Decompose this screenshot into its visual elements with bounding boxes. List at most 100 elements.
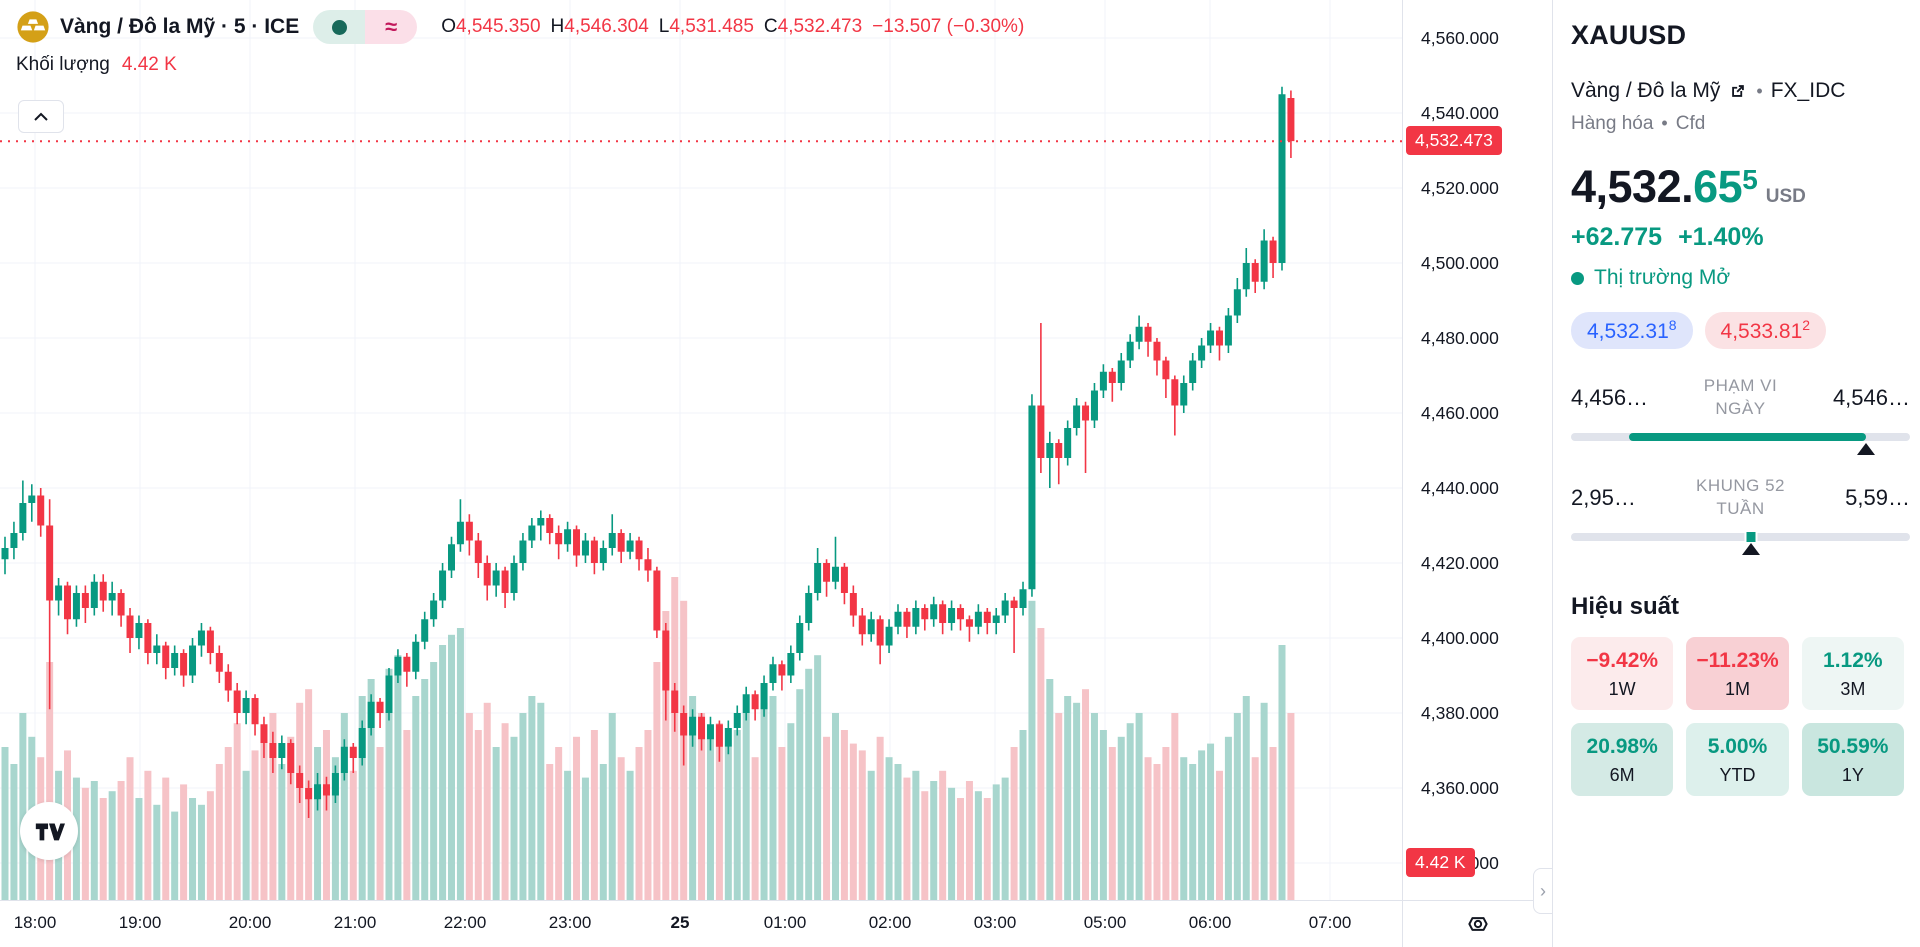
bid-price-pill[interactable]: 4,532.318	[1571, 312, 1693, 349]
volume-bar	[733, 730, 741, 900]
volume-bar	[1082, 689, 1090, 900]
gear-icon[interactable]	[1464, 910, 1492, 938]
volume-bar	[349, 770, 357, 900]
time-axis-label: 18:00	[13, 913, 57, 932]
volume-bar	[1135, 713, 1143, 900]
collapse-legend-button[interactable]	[18, 100, 64, 133]
performance-period-label: 1M	[1724, 678, 1750, 699]
candle-body	[55, 585, 63, 601]
price-axis-label: 4,460.000	[1421, 403, 1499, 423]
volume-bar	[1153, 764, 1161, 900]
volume-bar	[965, 781, 973, 900]
symbol-title[interactable]: Vàng / Đô la Mỹ · 5 · ICE	[60, 15, 300, 38]
candle-body	[1135, 326, 1143, 342]
candle-body	[573, 529, 581, 556]
delayed-data-icon: ≈	[365, 10, 418, 44]
candle-body	[474, 540, 482, 563]
candle-body	[1019, 589, 1027, 608]
performance-tile-6m[interactable]: 20.98% 6M	[1571, 722, 1674, 796]
candle-body	[1108, 371, 1116, 383]
volume-label: Khối lượng	[16, 54, 110, 75]
volume-bar	[1, 747, 9, 900]
volume-bar	[1019, 730, 1027, 900]
candle-body	[787, 653, 795, 676]
time-axis[interactable]: 18:00 19:00 20:00 21:00 22:00 23:00 25 01:00 02:…	[0, 900, 1402, 947]
candle-body	[974, 611, 982, 627]
chart-legend: Vàng / Đô la Mỹ · 5 · ICE ≈ O4,545.350 H…	[16, 10, 1024, 76]
candle-body	[197, 630, 205, 646]
volume-bar	[153, 804, 161, 900]
candle-body	[1090, 390, 1098, 421]
chevron-right-icon: ›	[1540, 880, 1546, 901]
volume-bar	[197, 804, 205, 900]
chart-area[interactable]: 18:00 19:00 20:00 21:00 22:00 23:00 25 01:00 02:…	[0, 0, 1402, 947]
volume-bar	[1189, 764, 1197, 900]
volume-bar	[224, 747, 232, 900]
last-volume-badge: 4.42 K	[1406, 848, 1475, 877]
volume-bar	[483, 702, 491, 900]
candle-body	[662, 630, 670, 691]
candle-body	[64, 585, 72, 620]
candle-body	[778, 664, 786, 676]
time-axis-label: 02:00	[868, 913, 912, 932]
candle-body	[965, 619, 973, 627]
panel-last-price: 4,532. 65 5 USD	[1571, 161, 1806, 212]
time-axis-label: 22:00	[443, 913, 487, 932]
candle-body	[564, 529, 572, 545]
candle-body	[706, 724, 714, 740]
candle-body	[28, 495, 36, 503]
panel-symbol-name[interactable]: XAUUSD	[1571, 20, 1687, 50]
volume-bar	[1278, 645, 1286, 900]
volume-bar	[1073, 702, 1081, 900]
candle-body	[260, 724, 268, 743]
volume-bar	[1144, 757, 1152, 900]
external-link-icon[interactable]	[1728, 81, 1748, 101]
volume-bar	[135, 798, 143, 900]
candle-body	[1198, 345, 1206, 361]
candle-body	[680, 713, 688, 736]
volume-bar	[117, 781, 125, 900]
volume-bar	[1233, 713, 1241, 900]
volume-bar	[626, 770, 634, 900]
volume-bar	[501, 723, 509, 900]
market-status-badges[interactable]: ≈	[313, 10, 418, 44]
candle-body	[653, 570, 661, 631]
time-axis-label: 25	[670, 913, 690, 932]
tradingview-logo[interactable]	[20, 802, 78, 860]
volume-bar	[1099, 730, 1107, 900]
candle-body	[671, 690, 679, 713]
candle-body	[528, 525, 536, 541]
performance-tile-1y[interactable]: 50.59% 1Y	[1801, 722, 1904, 796]
candle-body	[10, 533, 18, 548]
candlestick-chart[interactable]	[0, 0, 1402, 900]
performance-tile-ytd[interactable]: 5.00% YTD	[1686, 722, 1789, 796]
performance-tile-1w[interactable]: −9.42% 1W	[1571, 636, 1674, 710]
candle-body	[644, 559, 652, 571]
price-axis[interactable]: 4,560.000 4,540.000 4,520.000 4,500.000 4,48…	[1402, 0, 1553, 947]
performance-tile-3m[interactable]: 1.12% 3M	[1801, 636, 1904, 710]
volume-bar	[1198, 750, 1206, 900]
candle-body	[215, 653, 223, 672]
panel-exchange[interactable]: FX_IDC	[1770, 79, 1846, 102]
collapse-panel-handle[interactable]: ›	[1533, 868, 1553, 914]
ask-price-pill[interactable]: 4,533.812	[1704, 312, 1827, 349]
candle-body	[1287, 98, 1295, 142]
performance-tile-1m[interactable]: −11.23% 1M	[1686, 636, 1789, 710]
performance-value: 1.12%	[1823, 648, 1883, 672]
candle-body	[394, 656, 402, 676]
volume-bar	[46, 662, 54, 900]
candle-body	[492, 570, 500, 586]
panel-symbol-description[interactable]: Vàng / Đô la Mỹ	[1571, 79, 1721, 102]
candle-body	[465, 521, 473, 541]
volume-bar	[1162, 747, 1170, 900]
candle-body	[1126, 341, 1134, 361]
volume-legend[interactable]: Khối lượng 4.42 K	[16, 54, 1024, 76]
volume-bar	[430, 662, 438, 900]
volume-bar	[456, 628, 464, 900]
candle-body	[1233, 289, 1241, 316]
volume-bar	[715, 723, 723, 900]
day-range-low: 4,456…	[1571, 384, 1649, 410]
day-range-high: 4,546…	[1832, 384, 1910, 410]
candle-body	[269, 743, 277, 758]
